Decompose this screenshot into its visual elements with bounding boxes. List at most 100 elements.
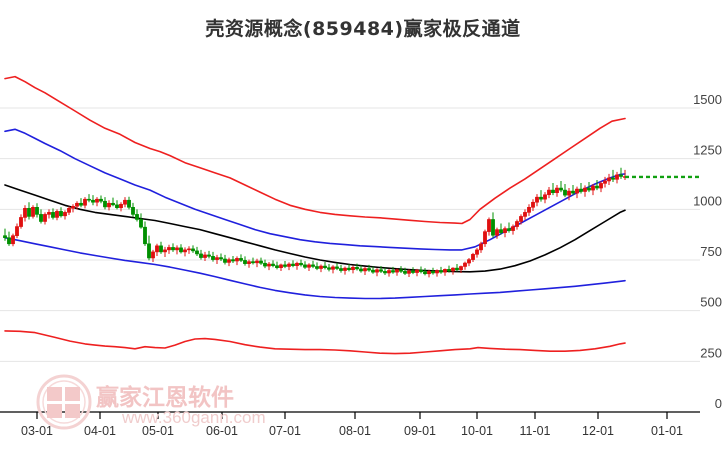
candle-body	[507, 228, 511, 231]
candle-body	[75, 202, 79, 207]
candle-body	[143, 226, 147, 245]
candle-body	[371, 269, 375, 273]
candle-body	[243, 260, 247, 264]
x-axis-tick-label: 08-01	[339, 424, 371, 438]
candle-body	[595, 185, 599, 189]
band-line-outer-lower-band	[4, 330, 626, 355]
candle-body	[395, 269, 399, 273]
candle-body	[327, 267, 331, 270]
candle-body	[255, 260, 259, 264]
candle-body	[87, 198, 91, 201]
candle-body	[239, 258, 243, 261]
candle-body	[451, 267, 455, 272]
candle-body	[447, 269, 451, 272]
candle-body	[491, 219, 495, 236]
candlestick-series	[3, 167, 627, 278]
candle-body	[215, 257, 219, 260]
candle-body	[551, 189, 555, 194]
candle-body	[479, 243, 483, 251]
candle-body	[423, 271, 427, 275]
candle-body	[419, 269, 423, 273]
candle-body	[439, 270, 443, 273]
candle-body	[231, 259, 235, 262]
candle-body	[591, 185, 595, 191]
candle-body	[563, 189, 567, 196]
candle-body	[455, 267, 459, 271]
x-axis-tick-label: 03-01	[21, 424, 53, 438]
candle-body	[567, 190, 571, 196]
candle-body	[407, 270, 411, 274]
candle-body	[527, 207, 531, 213]
candle-body	[471, 254, 475, 260]
candle-body	[483, 231, 487, 245]
band-line-outer-upper-band	[4, 75, 626, 225]
candle-body	[531, 201, 535, 208]
candle-body	[175, 247, 179, 251]
candle-body	[315, 266, 319, 269]
candle-body	[303, 264, 307, 268]
candle-body	[111, 202, 115, 206]
candle-body	[475, 249, 479, 255]
candle-body	[379, 269, 383, 272]
candle-body	[35, 207, 39, 215]
candle-body	[515, 221, 519, 227]
candle-body	[23, 208, 27, 218]
candle-body	[427, 271, 431, 275]
candle-body	[383, 271, 387, 274]
candle-body	[411, 270, 415, 273]
candle-body	[227, 259, 231, 263]
candle-body	[575, 188, 579, 194]
candle-body	[559, 187, 563, 191]
band-line-inner-lower-band	[4, 236, 626, 300]
candle-body	[135, 214, 139, 220]
candle-body	[555, 187, 559, 194]
candle-body	[363, 268, 367, 272]
channel-bands	[4, 75, 626, 355]
candle-body	[131, 207, 135, 215]
candle-body	[359, 268, 363, 272]
candle-body	[543, 194, 547, 200]
candle-body	[403, 271, 407, 274]
candle-body	[607, 177, 611, 182]
candle-body	[119, 203, 123, 209]
candle-body	[579, 188, 583, 192]
candle-body	[351, 266, 355, 271]
candle-body	[415, 269, 419, 273]
candle-body	[3, 235, 7, 239]
candle-body	[587, 187, 591, 191]
candle-body	[283, 264, 287, 267]
candle-body	[47, 212, 51, 215]
candle-body	[179, 247, 183, 253]
candle-body	[287, 263, 291, 267]
y-axis-tick-labels: 0 250 500 750 1000 1250 1500	[693, 92, 722, 411]
candle-body	[223, 258, 227, 263]
candle-body	[619, 174, 623, 177]
x-axis-tick-label: 05-01	[142, 424, 174, 438]
gridlines	[0, 107, 700, 362]
candle-body	[15, 226, 19, 236]
candle-body	[435, 270, 439, 274]
candle-body	[339, 268, 343, 271]
page-title: 壳资源概念(859484)赢家极反通道	[205, 18, 521, 40]
candle-body	[115, 204, 119, 209]
candle-body	[171, 247, 175, 251]
candle-body	[375, 269, 379, 273]
candle-body	[219, 257, 223, 260]
candle-body	[147, 243, 151, 259]
band-line-inner-upper-band	[4, 128, 626, 251]
candle-body	[319, 265, 323, 269]
candle-body	[275, 265, 279, 269]
candle-body	[299, 262, 303, 266]
candle-body	[611, 177, 615, 180]
y-axis-tick-label: 750	[700, 244, 722, 259]
y-axis-tick-label: 500	[700, 295, 722, 310]
candle-body	[271, 263, 275, 266]
candle-body	[535, 196, 539, 203]
candle-body	[355, 266, 359, 270]
candle-body	[263, 262, 267, 267]
candle-body	[183, 249, 187, 253]
y-axis-tick-label: 250	[700, 345, 722, 360]
candle-body	[291, 263, 295, 266]
